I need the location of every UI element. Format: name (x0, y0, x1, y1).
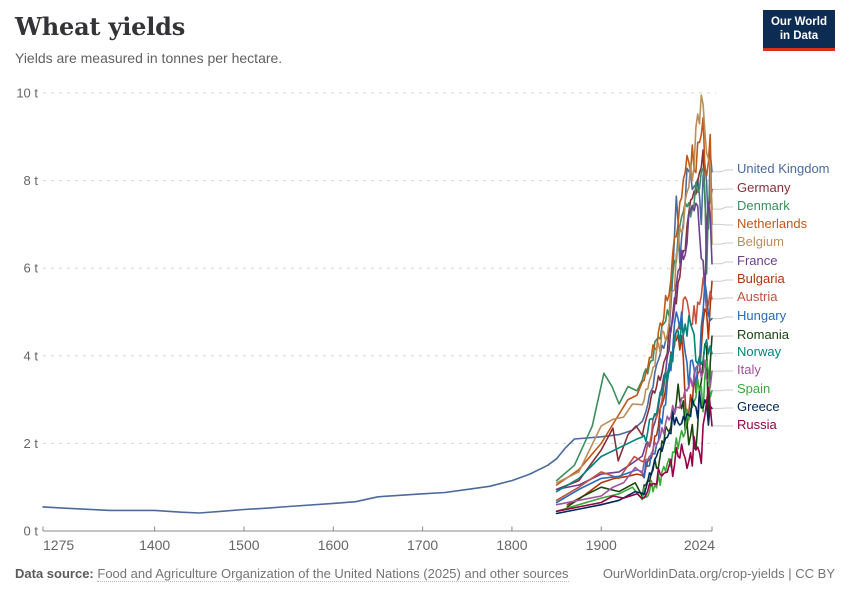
page-title: Wheat yields (15, 12, 186, 41)
x-axis-tick-label: 2024 (684, 537, 715, 553)
legend-label-greece[interactable]: Greece (737, 399, 780, 414)
series-line-greece[interactable] (555, 390, 713, 515)
legend-connector (713, 352, 733, 355)
footer: Data source: Food and Agriculture Organi… (15, 566, 835, 582)
legend-label-austria[interactable]: Austria (737, 289, 778, 304)
series-line-spain[interactable] (555, 360, 713, 513)
legend-connector (713, 279, 733, 282)
legend-label-denmark[interactable]: Denmark (737, 198, 790, 213)
owid-logo-line2: in Data (779, 30, 819, 43)
legend-label-russia[interactable]: Russia (737, 417, 777, 432)
x-axis-tick-label: 1900 (586, 537, 617, 553)
series-line-france[interactable] (555, 201, 713, 491)
legend-label-norway[interactable]: Norway (737, 344, 782, 359)
y-axis-tick-label: 2 t (24, 436, 39, 451)
x-axis-tick-label: 1500 (228, 537, 259, 553)
series-line-netherlands[interactable] (555, 117, 713, 486)
x-axis-tick-label: 1700 (407, 537, 438, 553)
legend-label-bulgaria[interactable]: Bulgaria (737, 271, 785, 286)
legend-connector (713, 389, 733, 392)
series-line-italy[interactable] (555, 359, 713, 506)
legend-label-italy[interactable]: Italy (737, 362, 761, 377)
x-axis-tick-label: 1800 (496, 537, 527, 553)
legend-label-hungary[interactable]: Hungary (737, 308, 787, 323)
y-axis-tick-label: 8 t (24, 173, 39, 188)
series-line-belgium[interactable] (555, 94, 713, 484)
owid-logo-line1: Our World (770, 16, 827, 28)
data-source-label: Data source: (15, 566, 94, 581)
legend-label-romania[interactable]: Romania (737, 327, 790, 342)
legend-label-france[interactable]: France (737, 253, 778, 268)
footer-source: Data source: Food and Agriculture Organi… (15, 566, 569, 582)
legend-connector (713, 316, 733, 320)
footer-license: | CC BY (788, 566, 835, 581)
legend-connector (713, 242, 733, 245)
footer-link[interactable]: OurWorldinData.org/crop-yields (602, 566, 785, 581)
legend-label-netherlands[interactable]: Netherlands (737, 216, 808, 231)
legend-connector (713, 261, 733, 265)
y-axis-tick-label: 10 t (16, 86, 38, 101)
owid-logo[interactable]: Our World in Data (762, 10, 835, 51)
x-axis-tick-label: 1275 (43, 537, 74, 553)
y-axis-tick-label: 0 t (24, 524, 39, 539)
series-line-united-kingdom[interactable] (42, 151, 713, 514)
legend-connector (713, 223, 733, 226)
series-line-norway[interactable] (555, 315, 713, 493)
series-line-russia[interactable] (555, 386, 713, 513)
footer-credit: OurWorldinData.org/crop-yields | CC BY (603, 566, 835, 581)
y-axis-tick-label: 4 t (24, 348, 39, 363)
page-subtitle: Yields are measured in tonnes per hectar… (15, 50, 283, 66)
legend-connector (713, 169, 733, 173)
legend-label-germany[interactable]: Germany (737, 180, 791, 195)
legend-connector (713, 206, 733, 210)
legend-label-spain[interactable]: Spain (737, 381, 771, 396)
y-axis-tick-label: 6 t (24, 261, 39, 276)
x-axis-tick-label: 1400 (139, 537, 170, 553)
legend-label-united-kingdom[interactable]: United Kingdom (737, 161, 830, 176)
legend-connector (713, 297, 733, 300)
x-axis-tick-label: 1600 (318, 537, 349, 553)
data-source-text[interactable]: Food and Agriculture Organization of the… (97, 566, 569, 582)
legend-label-belgium[interactable]: Belgium (737, 234, 784, 249)
